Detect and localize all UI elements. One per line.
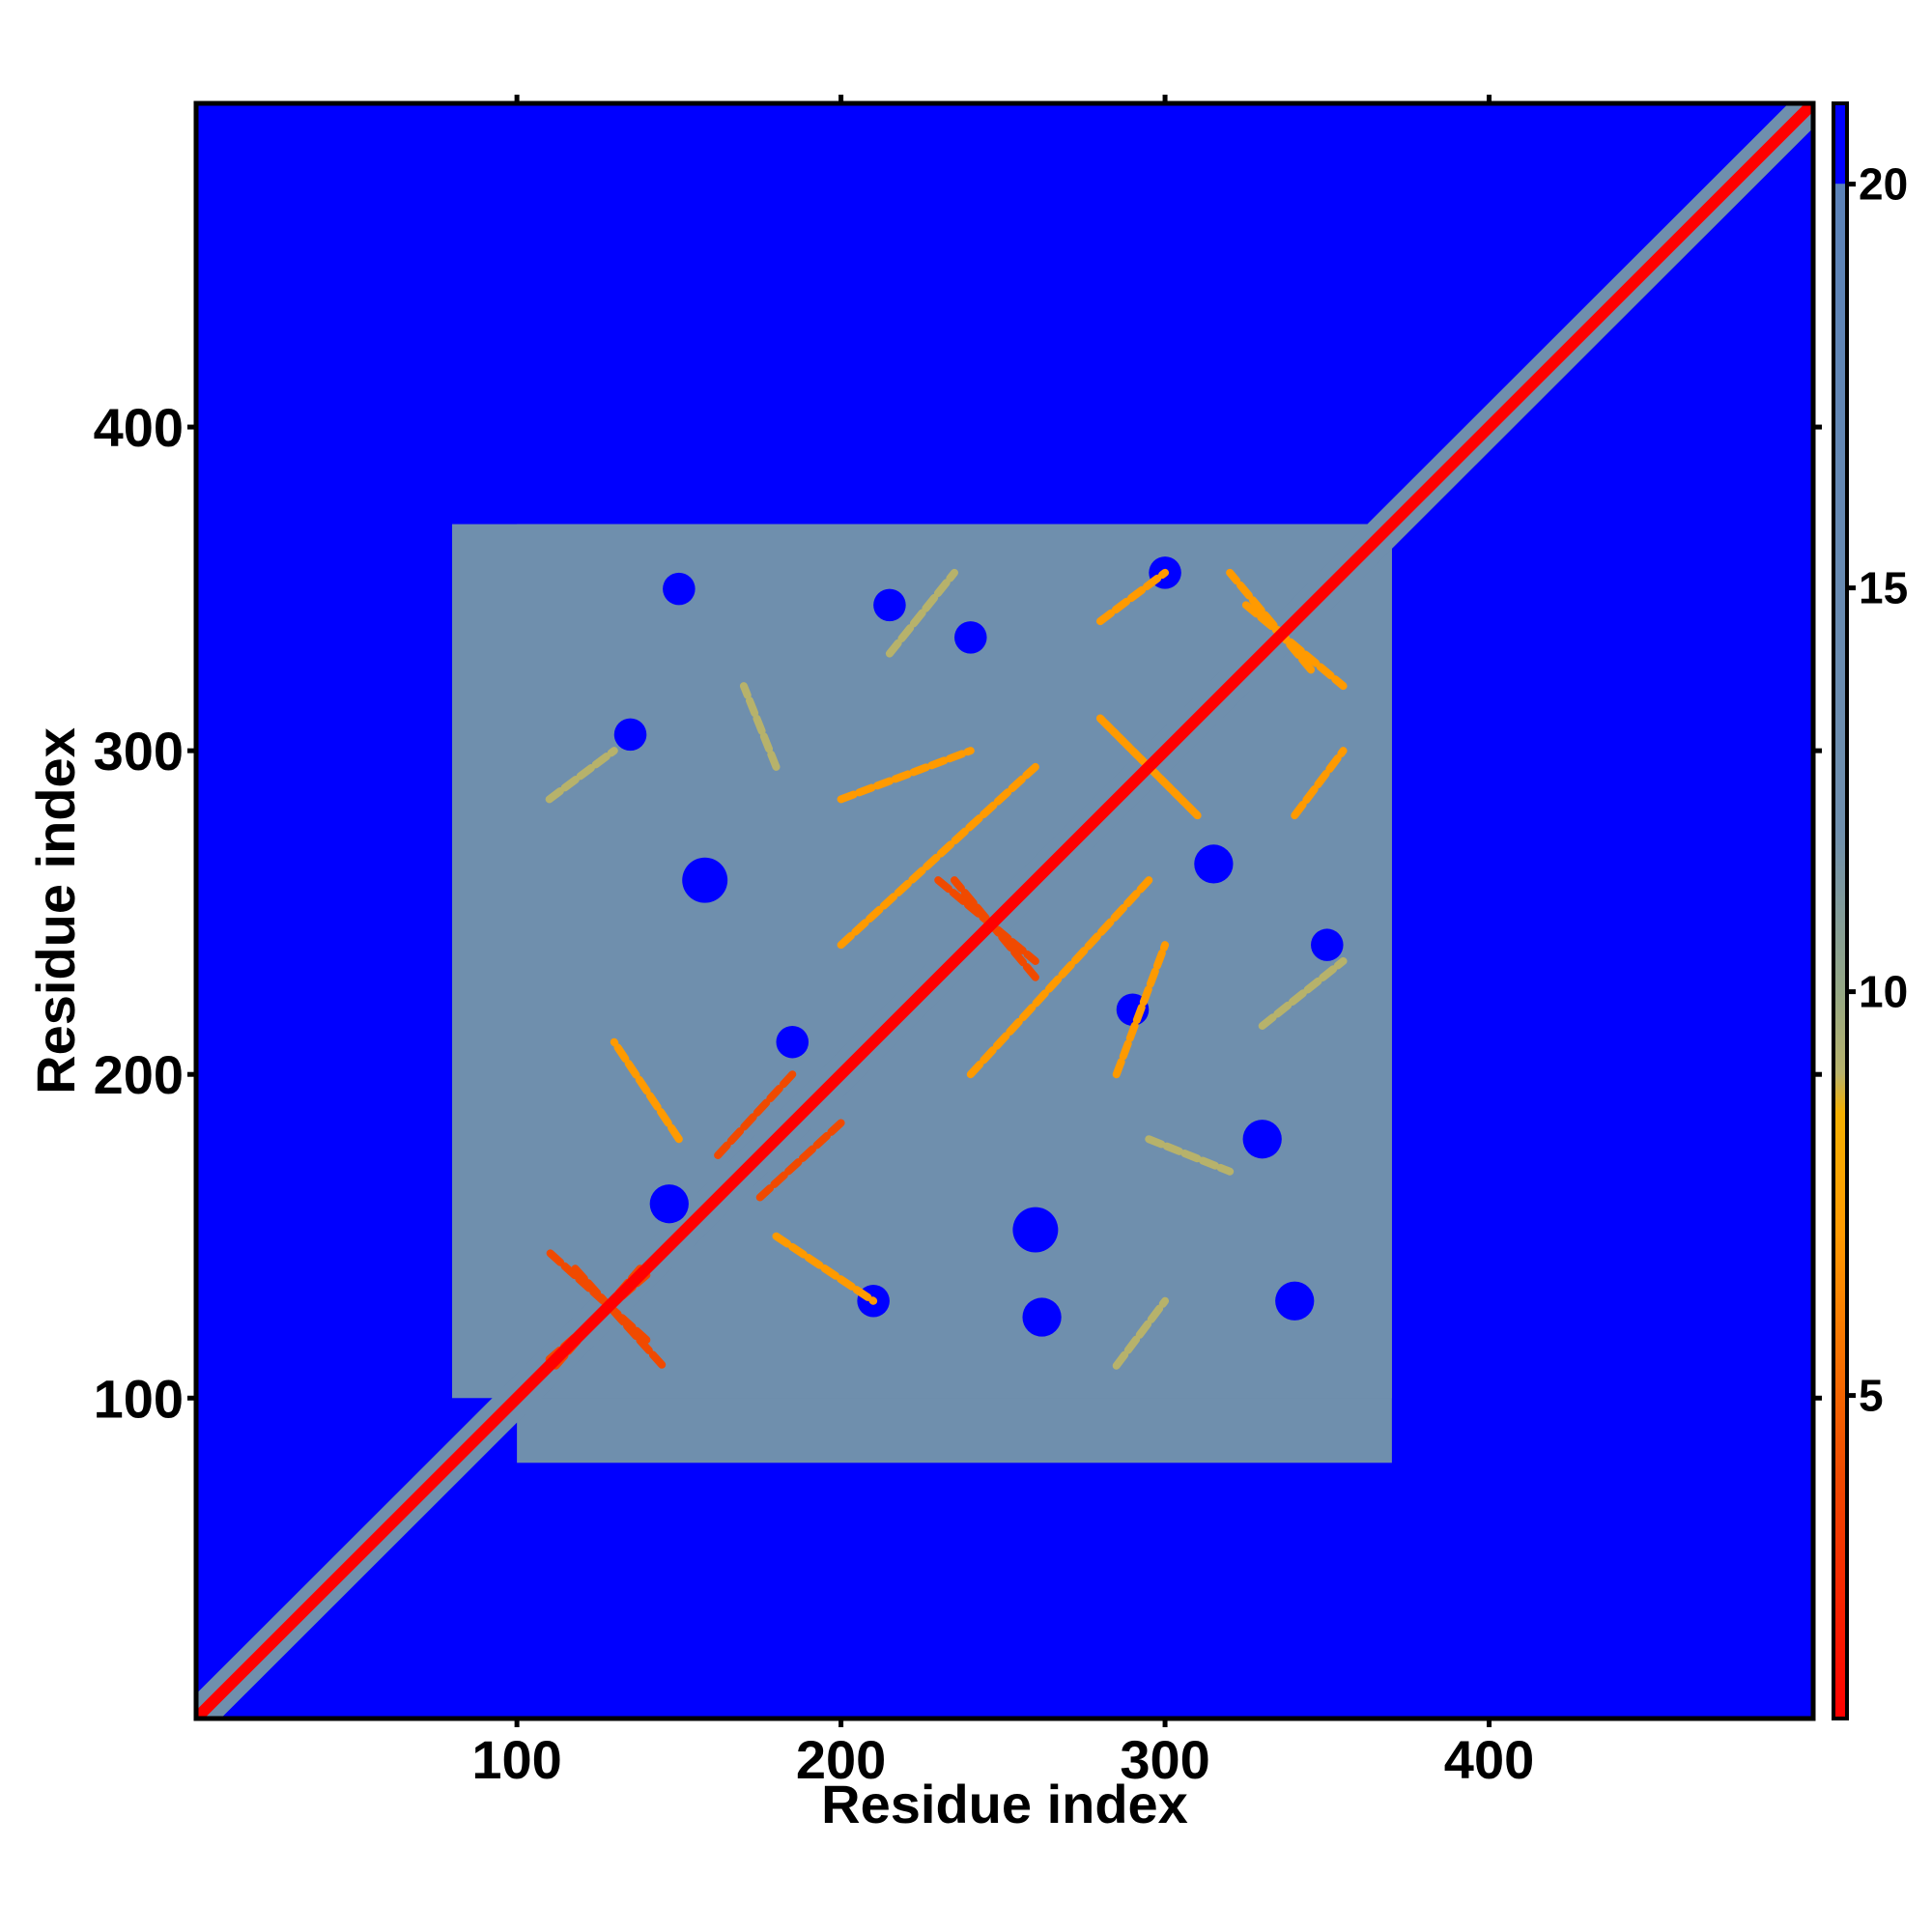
contact-strand-28 bbox=[1291, 747, 1348, 820]
colorbar-tick-label-15: 15 bbox=[1859, 563, 1908, 613]
no-contact-region-11 bbox=[954, 621, 987, 654]
contact-strand-mirror-27 bbox=[1226, 568, 1316, 674]
contact-strand-mirror-31 bbox=[739, 682, 781, 771]
contact-strand-mirror-26 bbox=[837, 747, 975, 804]
colorbar-tick-label-20: 20 bbox=[1859, 159, 1908, 210]
contact-strand-mirror-22 bbox=[610, 1037, 683, 1144]
no-contact-region-9 bbox=[613, 718, 647, 752]
y-axis-title: Residue index bbox=[25, 727, 86, 1094]
no-contact-region-3 bbox=[649, 1184, 689, 1224]
x-axis-title: Residue index bbox=[821, 1774, 1188, 1834]
colorbar-tick-label-10: 10 bbox=[1859, 967, 1908, 1017]
contact-strand-29 bbox=[545, 747, 618, 804]
colorbar-tick-label-5: 5 bbox=[1859, 1371, 1884, 1421]
y-tick-label-100: 100 bbox=[94, 1368, 184, 1429]
no-contact-region-6 bbox=[1022, 1297, 1062, 1337]
colorbar-scale bbox=[1832, 101, 1849, 1720]
contact-strand-23 bbox=[837, 762, 1039, 950]
contact-strand-26 bbox=[1112, 941, 1170, 1079]
heatmap-cells bbox=[196, 103, 1813, 1719]
heatmap-plot-area bbox=[196, 103, 1813, 1719]
contact-strand-22 bbox=[772, 1232, 878, 1305]
no-contact-region-15 bbox=[663, 572, 696, 606]
y-tick-label-400: 400 bbox=[94, 397, 184, 458]
no-contact-region-8 bbox=[776, 1025, 810, 1059]
diagonal-line bbox=[196, 103, 1813, 1719]
no-contact-region-5 bbox=[1012, 1207, 1059, 1253]
contact-strand-mirror-20 bbox=[571, 1264, 668, 1370]
y-tick-label-200: 200 bbox=[94, 1044, 184, 1105]
colorbar: 5 10 15 20 bbox=[1832, 101, 1908, 1720]
y-tick-label-300: 300 bbox=[94, 721, 184, 781]
contact-strand-21 bbox=[755, 1119, 845, 1202]
no-contact-region-14 bbox=[1275, 1281, 1315, 1321]
contact-strand-mirror-30 bbox=[1258, 956, 1348, 1030]
colorbar-ticks: 5 10 15 20 bbox=[1847, 159, 1908, 1421]
no-contact-region-13 bbox=[1242, 1120, 1282, 1159]
no-contact-region-17 bbox=[1311, 928, 1344, 961]
x-tick-label-300: 300 bbox=[1120, 1729, 1209, 1790]
contact-strand-31 bbox=[1145, 1135, 1235, 1176]
x-tick-label-100: 100 bbox=[471, 1729, 561, 1790]
contact-strand-mirror-23 bbox=[966, 876, 1153, 1079]
y-axis: 100 200 300 400 bbox=[94, 397, 1822, 1429]
no-contact-region-18 bbox=[873, 588, 906, 622]
no-contact-region-4 bbox=[682, 857, 728, 903]
contact-strand-mirror-21 bbox=[714, 1070, 797, 1159]
contact-strand-30 bbox=[885, 568, 959, 658]
contact-strand-mirror-29 bbox=[1112, 1296, 1170, 1370]
contact-strand-mirror-28 bbox=[1095, 568, 1170, 626]
plot-frame bbox=[193, 100, 1816, 1721]
x-axis: 100 200 300 400 bbox=[471, 95, 1534, 1790]
x-tick-label-200: 200 bbox=[796, 1729, 886, 1790]
no-contact-region-10 bbox=[1194, 844, 1234, 884]
x-tick-label-400: 400 bbox=[1444, 1729, 1534, 1790]
